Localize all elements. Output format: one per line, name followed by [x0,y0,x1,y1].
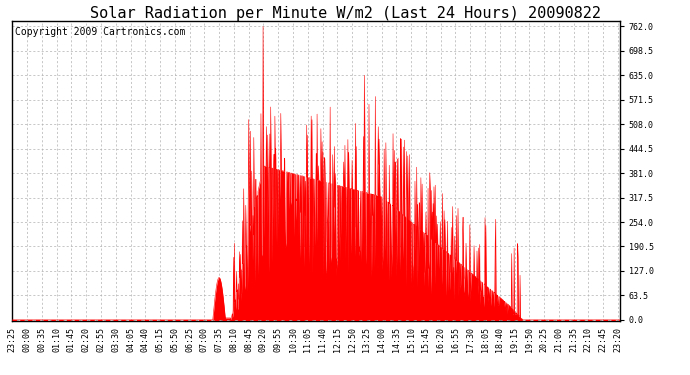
Text: Copyright 2009 Cartronics.com: Copyright 2009 Cartronics.com [15,27,186,37]
Text: Solar Radiation per Minute W/m2 (Last 24 Hours) 20090822: Solar Radiation per Minute W/m2 (Last 24… [90,6,600,21]
